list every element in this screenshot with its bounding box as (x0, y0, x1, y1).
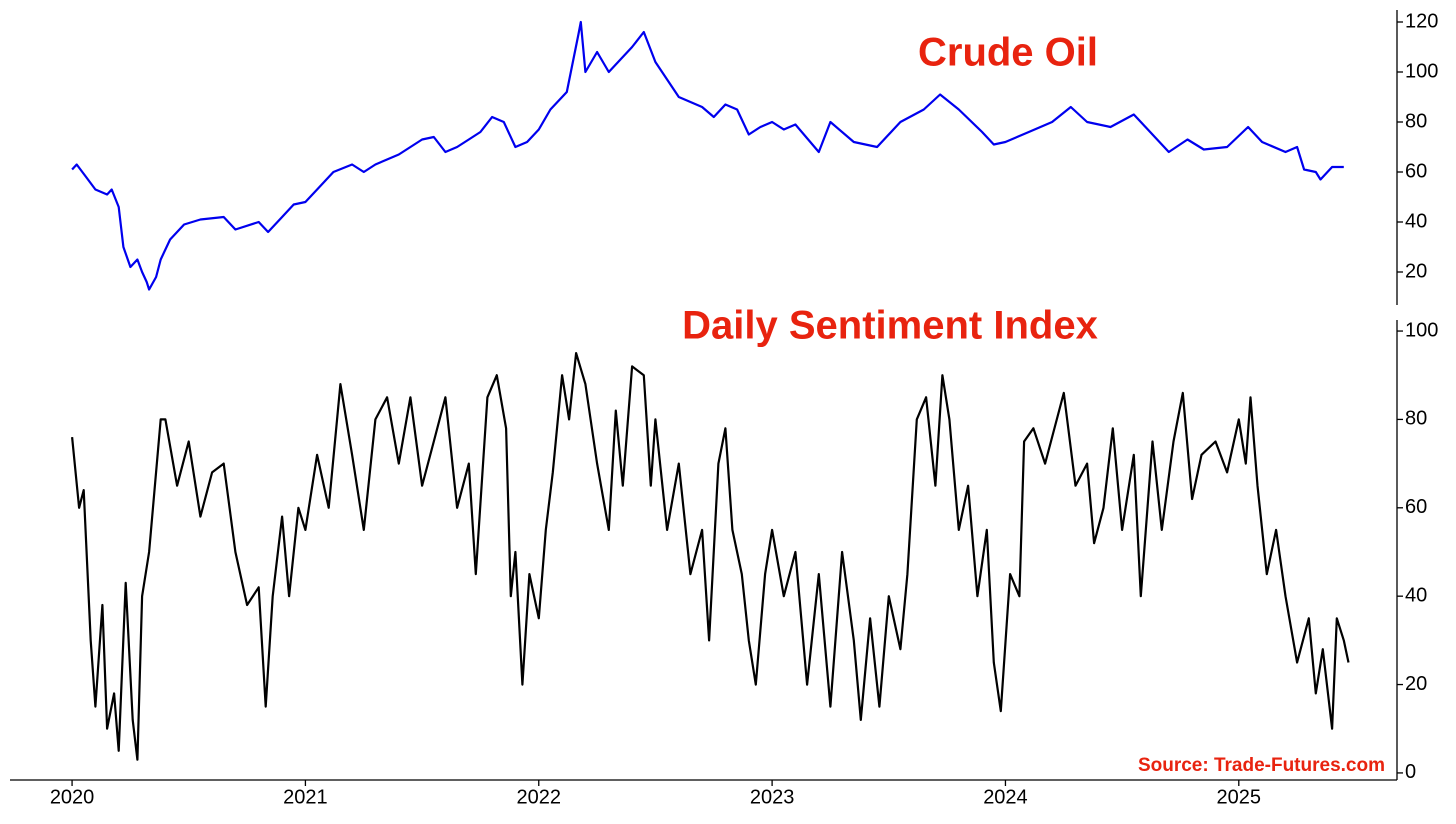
y-tick-label: 40 (1405, 584, 1427, 606)
x-tick-label: 2024 (983, 786, 1028, 808)
panel-title: Crude Oil (918, 31, 1098, 75)
y-tick-label: 0 (1405, 761, 1416, 783)
data-line (71, 20, 1344, 291)
source-note: Source: Trade-Futures.com (1138, 755, 1385, 776)
panel-title: Daily Sentiment Index (682, 304, 1098, 348)
x-tick-label: 2022 (517, 786, 562, 808)
y-tick-label: 120 (1405, 10, 1438, 32)
x-tick-label: 2023 (750, 786, 795, 808)
x-tick-label: 2020 (50, 786, 95, 808)
x-tick-label: 2021 (283, 786, 328, 808)
x-tick-label: 2025 (1217, 786, 1262, 808)
y-tick-label: 20 (1405, 260, 1427, 282)
y-tick-label: 80 (1405, 110, 1427, 132)
y-tick-label: 60 (1405, 496, 1427, 518)
y-tick-label: 80 (1405, 408, 1427, 430)
y-tick-label: 100 (1405, 60, 1438, 82)
y-tick-label: 40 (1405, 210, 1427, 232)
y-tick-label: 60 (1405, 160, 1427, 182)
y-tick-label: 100 (1405, 319, 1438, 341)
y-tick-label: 20 (1405, 673, 1427, 695)
data-line (71, 352, 1350, 761)
